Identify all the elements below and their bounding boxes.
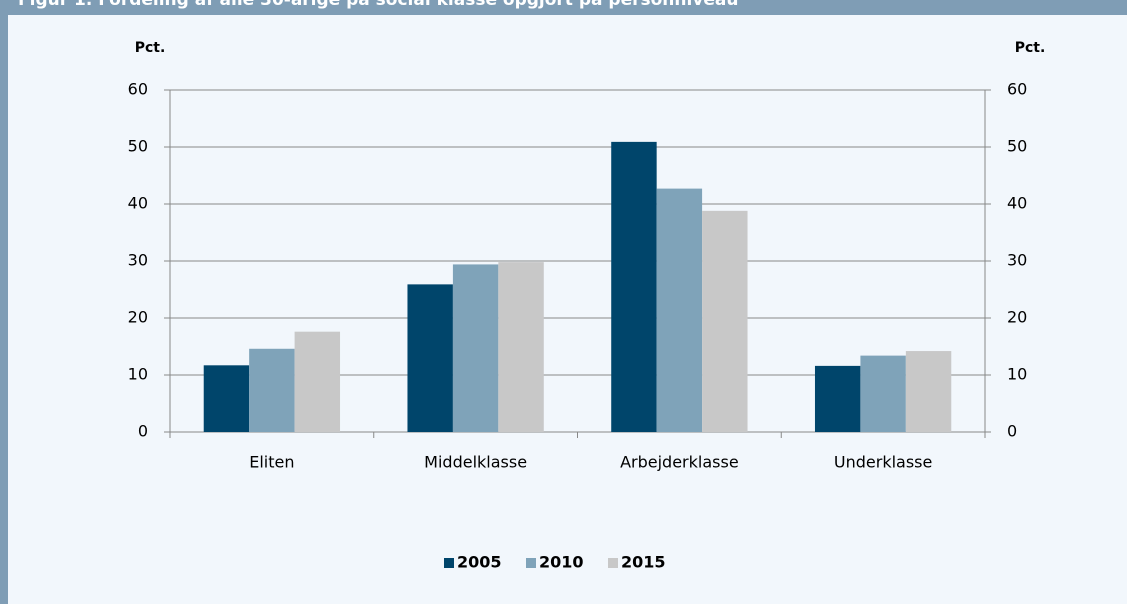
y-tick-label: 50 xyxy=(128,137,148,156)
chart-title: Figur 1. Fordeling af alle 30-årige på s… xyxy=(18,0,739,10)
legend-swatch xyxy=(444,558,454,568)
x-tick-label: Eliten xyxy=(249,453,294,472)
y2-tick-label: 60 xyxy=(1007,80,1027,99)
bar xyxy=(656,188,703,432)
x-tick-label: Underklasse xyxy=(834,453,932,472)
legend-swatch xyxy=(608,558,618,568)
bar xyxy=(611,141,657,432)
y-tick-label: 60 xyxy=(128,80,148,99)
y2-tick-label: 30 xyxy=(1007,251,1027,270)
y2-tick-label: 20 xyxy=(1007,308,1027,327)
y-tick-label: 40 xyxy=(128,194,148,213)
bar xyxy=(203,365,250,432)
header-band xyxy=(0,0,1127,15)
bar xyxy=(905,351,952,432)
bar xyxy=(814,365,861,432)
x-tick-label: Arbejderklasse xyxy=(620,453,739,472)
y2-tick-label: 0 xyxy=(1007,422,1017,441)
legend-label: 2015 xyxy=(621,553,666,572)
legend-swatch xyxy=(526,558,536,568)
y-axis-label: Pct. xyxy=(135,40,166,56)
y-tick-label: 20 xyxy=(128,308,148,327)
legend-label: 2005 xyxy=(457,553,502,572)
bar xyxy=(702,210,748,432)
y-tick-label: 10 xyxy=(128,365,148,384)
y2-tick-label: 40 xyxy=(1007,194,1027,213)
bar xyxy=(452,264,499,432)
bar xyxy=(249,348,295,432)
bar xyxy=(294,331,341,432)
bar xyxy=(860,355,906,432)
bar xyxy=(498,262,544,432)
left-border xyxy=(0,0,8,604)
legend-label: 2010 xyxy=(539,553,584,572)
y2-tick-label: 50 xyxy=(1007,137,1027,156)
x-tick-label: Middelklasse xyxy=(424,453,527,472)
y2-tick-label: 10 xyxy=(1007,365,1027,384)
y2-axis-label: Pct. xyxy=(1015,40,1046,56)
y-tick-label: 30 xyxy=(128,251,148,270)
y-tick-label: 0 xyxy=(138,422,148,441)
bar xyxy=(407,284,453,432)
